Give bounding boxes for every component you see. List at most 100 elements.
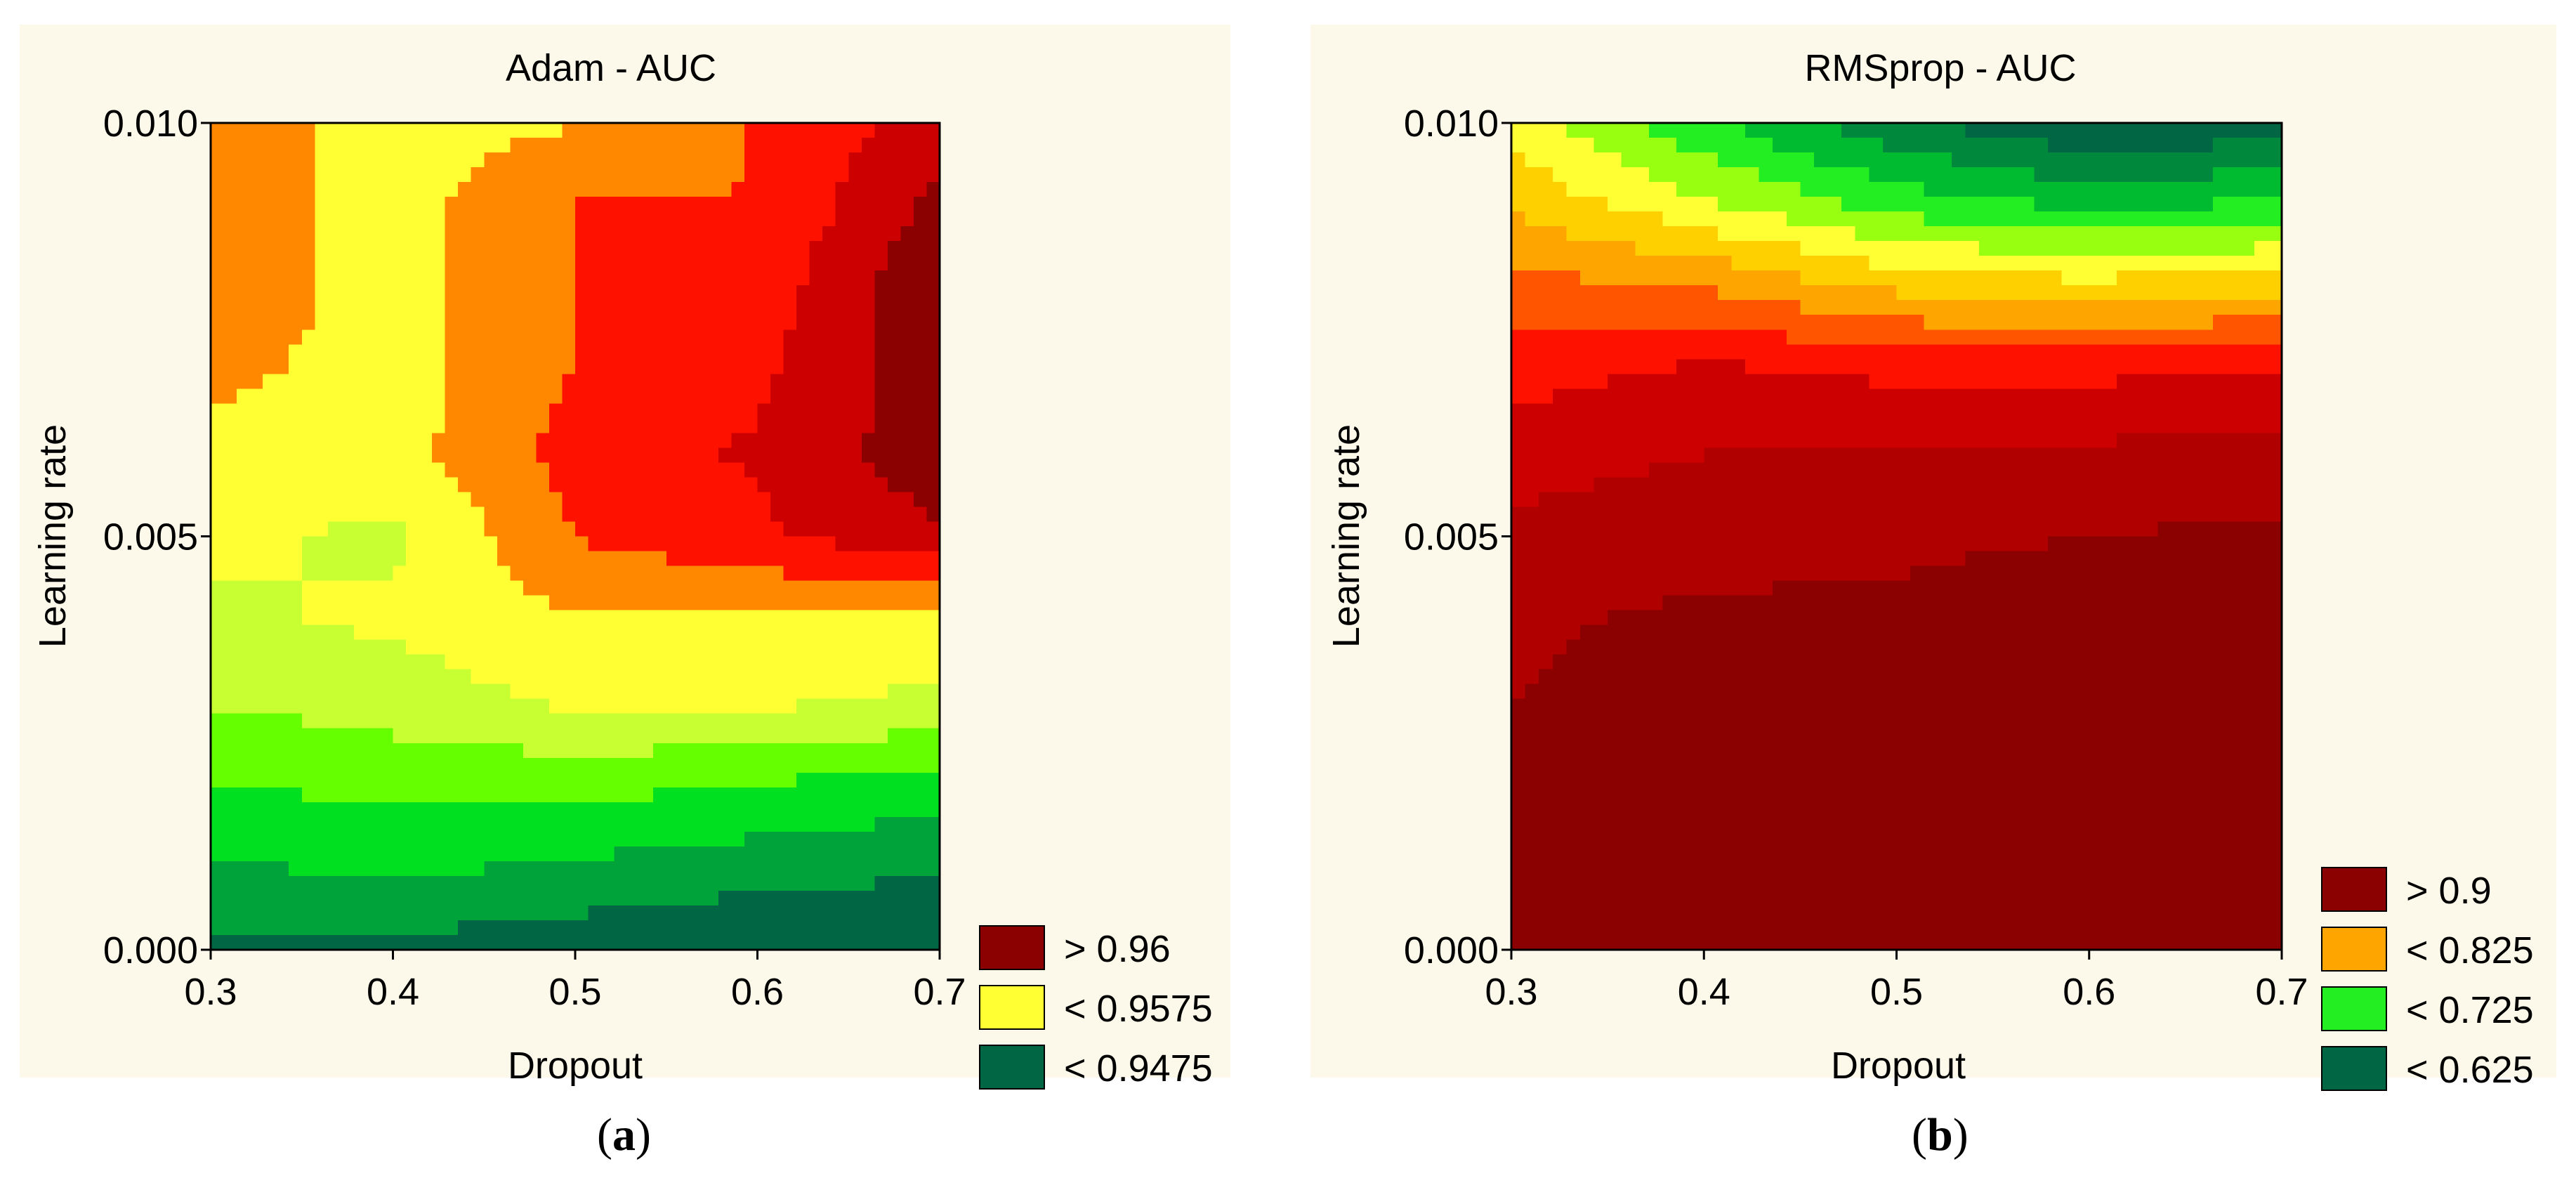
contour-cell: [327, 787, 341, 803]
contour-cell: [406, 654, 420, 670]
contour-cell: [783, 654, 797, 670]
contour-cell: [1511, 418, 1526, 433]
contour-cell: [497, 654, 511, 670]
contour-cell: [627, 536, 641, 552]
contour-cell: [379, 329, 394, 345]
contour-cell: [757, 905, 771, 921]
contour-cell: [913, 728, 928, 744]
contour-cell: [445, 536, 459, 552]
contour-cell: [1800, 462, 1815, 478]
contour-cell: [249, 123, 263, 138]
contour-cell: [744, 861, 758, 877]
contour-cell: [913, 211, 928, 227]
contour-cell: [301, 359, 315, 374]
contour-cell: [1552, 182, 1567, 197]
contour-cell: [1566, 138, 1581, 153]
contour-cell: [835, 654, 849, 670]
contour-cell: [900, 787, 914, 803]
contour-cell: [744, 388, 758, 404]
contour-cell: [900, 536, 914, 552]
contour-cell: [822, 757, 836, 773]
contour-cell: [679, 211, 693, 227]
contour-cell: [1717, 698, 1733, 714]
contour-cell: [1938, 270, 1952, 286]
contour-cell: [301, 669, 315, 685]
contour-cell: [575, 256, 589, 271]
contour-cell: [822, 846, 836, 862]
contour-cell: [627, 197, 641, 212]
contour-cell: [926, 492, 940, 508]
contour-cell: [1773, 625, 1787, 641]
contour-cell: [536, 713, 550, 729]
contour-cell: [653, 152, 667, 168]
contour-cell: [1786, 920, 1801, 936]
contour-cell: [679, 403, 693, 419]
contour-cell: [1896, 934, 1911, 950]
contour-cell: [548, 846, 563, 862]
contour-cell: [1525, 433, 1539, 448]
contour-cell: [301, 772, 315, 788]
contour-cell: [1745, 315, 1760, 330]
contour-cell: [757, 669, 771, 685]
contour-cell: [744, 551, 758, 567]
contour-cell: [1621, 403, 1636, 419]
contour-cell: [419, 138, 433, 153]
contour-cell: [1951, 654, 1966, 670]
contour-cell: [1786, 506, 1801, 523]
contour-cell: [367, 418, 381, 433]
contour-cell: [575, 875, 589, 891]
contour-cell: [796, 270, 810, 286]
contour-cell: [588, 506, 602, 523]
contour-cell: [1882, 875, 1898, 891]
contour-cell: [471, 831, 485, 847]
contour-cell: [705, 403, 719, 419]
contour-cell: [1621, 300, 1636, 315]
contour-cell: [731, 300, 745, 315]
contour-cell: [497, 211, 511, 227]
contour-cell: [1924, 226, 1938, 242]
contour-cell: [327, 447, 341, 464]
contour-cell: [1882, 831, 1898, 847]
contour-cell: [1773, 875, 1787, 891]
contour-cell: [432, 551, 446, 567]
contour-cell: [1579, 329, 1595, 345]
contour-cell: [1539, 477, 1553, 493]
contour-cell: [601, 359, 615, 374]
contour-cell: [809, 241, 823, 256]
contour-cell: [341, 403, 355, 419]
contour-cell: [770, 197, 784, 212]
contour-cell: [1896, 506, 1911, 523]
contour-cell: [223, 374, 237, 389]
contour-cell: [353, 565, 368, 582]
contour-cell: [1938, 728, 1952, 744]
contour-cell: [887, 728, 901, 744]
contour-cell: [1648, 713, 1664, 729]
contour-cell: [1635, 285, 1650, 301]
contour-cell: [445, 447, 459, 464]
contour-cell: [822, 743, 836, 759]
contour-cell: [1593, 713, 1608, 729]
contour-cell: [301, 610, 315, 626]
contour-cell: [484, 728, 498, 744]
contour-cell: [1690, 403, 1704, 419]
contour-cell: [1759, 197, 1773, 212]
contour-cell: [315, 713, 329, 729]
contour-cell: [1896, 625, 1911, 641]
contour-cell: [458, 625, 472, 641]
contour-cell: [588, 905, 602, 921]
contour-cell: [783, 875, 797, 891]
contour-cell: [744, 477, 758, 493]
contour-cell: [341, 388, 355, 404]
contour-cell: [1704, 639, 1719, 655]
contour-cell: [1593, 123, 1608, 138]
contour-cell: [614, 182, 628, 197]
contour-cell: [379, 300, 394, 315]
contour-cell: [848, 551, 862, 567]
contour-cell: [484, 698, 498, 714]
contour-cell: [1841, 359, 1856, 374]
contour-cell: [640, 536, 654, 552]
contour-cell: [211, 625, 225, 641]
contour-cell: [1924, 256, 1938, 271]
contour-cell: [757, 344, 771, 360]
contour-cell: [692, 536, 706, 552]
